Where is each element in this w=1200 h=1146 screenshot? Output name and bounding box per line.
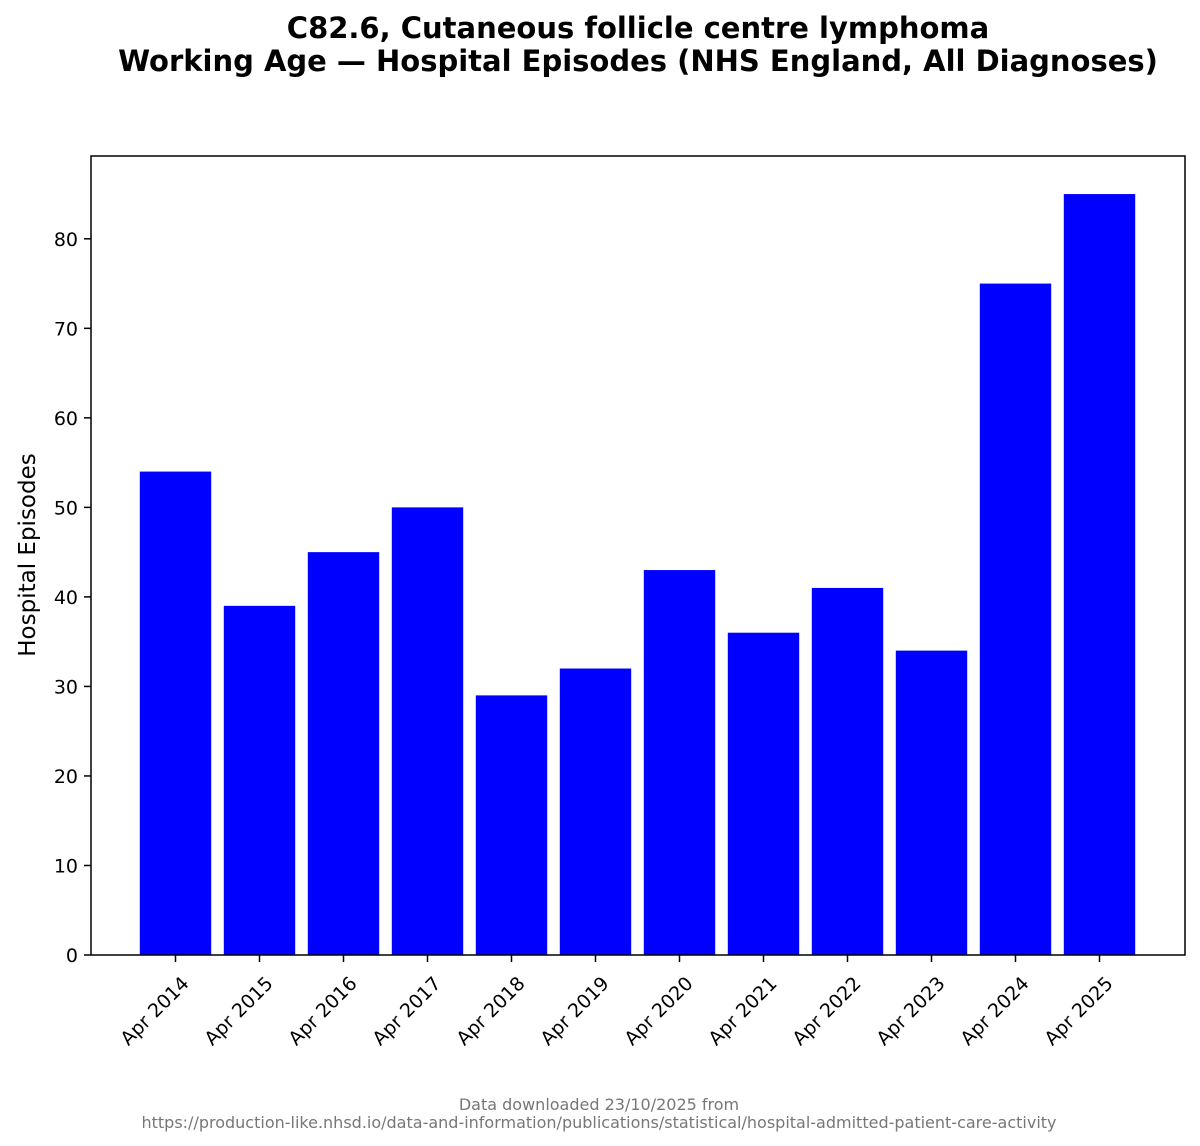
bar-apr-2021	[727, 632, 800, 955]
bar-apr-2024	[979, 283, 1052, 955]
x-tick-label: Apr 2016	[284, 973, 361, 1050]
y-tick-label: 30	[54, 676, 78, 698]
bar-apr-2020	[643, 570, 716, 955]
footer-source-line1: Data downloaded 23/10/2025 from	[459, 1095, 739, 1114]
bar-apr-2022	[811, 587, 884, 955]
bar-apr-2023	[895, 650, 968, 955]
y-tick-label: 50	[54, 497, 78, 519]
y-tick-label: 0	[66, 945, 78, 967]
bar-apr-2019	[559, 668, 632, 955]
y-axis-ticks: 0 10 20 30 40 50 60 70 80	[54, 229, 91, 967]
plot-frame	[90, 155, 1186, 956]
y-tick-label: 40	[54, 587, 78, 609]
y-tick-label: 80	[54, 229, 78, 251]
bar-apr-2016	[307, 552, 380, 955]
x-axis-ticks: Apr 2014 Apr 2015 Apr 2016 Apr 2017 Apr 2018…	[116, 955, 1118, 1050]
x-tick-label: Apr 2025	[1040, 973, 1117, 1050]
bar-apr-2017	[391, 507, 464, 955]
x-tick-label: Apr 2020	[620, 973, 697, 1050]
x-tick-label: Apr 2022	[788, 973, 865, 1050]
bar-apr-2014	[139, 471, 212, 955]
y-tick-label: 10	[54, 855, 78, 877]
x-tick-label: Apr 2017	[368, 973, 445, 1050]
x-tick-label: Apr 2024	[956, 973, 1033, 1050]
bar-apr-2015	[223, 605, 296, 955]
x-tick-label: Apr 2019	[536, 973, 613, 1050]
y-tick-label: 70	[54, 318, 78, 340]
footer-source-line2: https://production-like.nhsd.io/data-and…	[141, 1113, 1056, 1132]
bar-apr-2018	[475, 695, 548, 955]
y-tick-label: 20	[54, 766, 78, 788]
x-tick-label: Apr 2023	[872, 973, 949, 1050]
bar-apr-2025	[1063, 194, 1136, 956]
chart-title-line2: Working Age — Hospital Episodes (NHS Eng…	[118, 44, 1158, 78]
chart-title-line1: C82.6, Cutaneous follicle centre lymphom…	[287, 11, 989, 45]
x-tick-label: Apr 2015	[200, 973, 277, 1050]
y-tick-label: 60	[54, 408, 78, 430]
x-tick-label: Apr 2021	[704, 973, 781, 1050]
y-axis-label: Hospital Episodes	[15, 453, 41, 656]
bars-group	[139, 194, 1136, 956]
x-tick-label: Apr 2014	[116, 973, 193, 1050]
x-tick-label: Apr 2018	[452, 973, 529, 1050]
